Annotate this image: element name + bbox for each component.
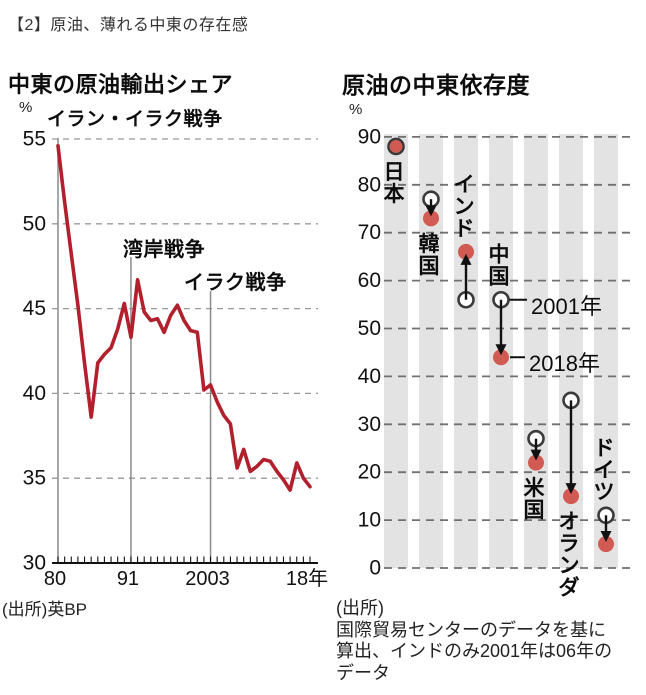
y-tick-label-35: 35 bbox=[23, 467, 46, 490]
right-chart-unit-label: % bbox=[349, 101, 363, 118]
column-band-2 bbox=[454, 134, 478, 568]
right-chart-source: (出所) 国際貿易センターのデータを基に 算出、インドのみ2001年は06年の … bbox=[336, 598, 612, 684]
y-tick-label-10: 10 bbox=[358, 509, 381, 532]
country-label-ドイツ-char1: イ bbox=[594, 459, 615, 482]
figure-title: 【2】原油、薄れる中東の存在感 bbox=[8, 17, 249, 34]
country-label-インド-char1: ン bbox=[454, 195, 475, 218]
x-tick-label-2003: 2003 bbox=[185, 568, 230, 590]
marker-2018-ドイツ bbox=[598, 536, 614, 553]
right-chart-title: 原油の中東依存度 bbox=[342, 72, 530, 98]
y-tick-label-50: 50 bbox=[358, 317, 381, 340]
country-label-韓国-char0: 韓 bbox=[419, 232, 440, 256]
marker-2018-中国 bbox=[493, 349, 509, 366]
marker-2018-日本 bbox=[389, 140, 403, 153]
y-tick-label-40: 40 bbox=[358, 365, 381, 388]
right-source-line-3: 算出、インドのみ2001年は06年の bbox=[336, 641, 613, 661]
annotation-iraq-war: イラク戦争 bbox=[184, 272, 287, 294]
y-tick-label-55: 55 bbox=[23, 128, 46, 151]
column-band-6 bbox=[594, 134, 618, 568]
marker-2018-オランダ bbox=[563, 488, 579, 505]
arrow-head-米国 bbox=[530, 449, 542, 461]
right-source-line-4: データ bbox=[336, 662, 390, 683]
arrow-head-オランダ bbox=[565, 483, 577, 495]
annotation-iran-iraq-war: イラン・イラク戦争 bbox=[47, 109, 223, 130]
marker-2018-インド bbox=[458, 243, 474, 260]
country-label-日本-char0: 日 bbox=[384, 161, 405, 184]
right-source-line-1: (出所) bbox=[336, 598, 384, 618]
annotation-gulf-war: 湾岸戦争 bbox=[123, 239, 205, 261]
y-tick-label-90: 90 bbox=[358, 125, 381, 148]
arrow-head-インド bbox=[460, 253, 472, 265]
country-label-米国-char0: 米 bbox=[524, 477, 546, 500]
country-label-日本-char1: 本 bbox=[384, 183, 405, 206]
y-tick-label-60: 60 bbox=[358, 269, 381, 292]
y-tick-label-30: 30 bbox=[23, 552, 46, 575]
x-tick-label-1991: 91 bbox=[117, 568, 139, 590]
y-tick-label-80: 80 bbox=[358, 173, 381, 196]
column-band-0 bbox=[384, 134, 408, 568]
column-band-4 bbox=[524, 134, 548, 568]
y-tick-label-0: 0 bbox=[369, 557, 381, 580]
country-label-中国-char0: 中 bbox=[489, 243, 510, 266]
legend-2018-label: 2018年 bbox=[529, 351, 600, 376]
marker-2018-米国 bbox=[528, 454, 544, 471]
country-label-米国-char1: 国 bbox=[524, 499, 545, 522]
left-chart-unit-label: % bbox=[19, 99, 33, 116]
country-label-オランダ-char3: ダ bbox=[559, 576, 580, 600]
right-source-line-2: 国際貿易センターのデータを基に bbox=[336, 619, 606, 640]
arrow-head-韓国 bbox=[425, 205, 437, 217]
marker-2018-韓国 bbox=[423, 210, 439, 227]
export-share-line bbox=[56, 144, 312, 492]
legend-2001-label: 2001年 bbox=[531, 294, 602, 319]
country-label-ドイツ-char2: ツ bbox=[594, 481, 615, 504]
country-label-ドイツ-char0: ド bbox=[594, 437, 615, 460]
country-label-インド-char0: イ bbox=[454, 173, 475, 196]
x-tick-label-2018: 18年 bbox=[286, 567, 328, 590]
y-tick-label-30: 30 bbox=[358, 413, 381, 436]
y-tick-label-45: 45 bbox=[23, 297, 46, 320]
country-label-オランダ-char0: オ bbox=[559, 511, 580, 534]
country-label-中国-char1: 国 bbox=[489, 265, 510, 288]
y-tick-label-70: 70 bbox=[358, 221, 381, 244]
arrow-head-中国 bbox=[495, 344, 507, 356]
country-label-インド-char2: ド bbox=[454, 217, 475, 240]
y-tick-label-40: 40 bbox=[23, 382, 46, 405]
left-chart-source: (出所)英BP bbox=[2, 600, 87, 619]
country-label-オランダ-char2: ン bbox=[559, 555, 580, 578]
country-label-オランダ-char1: ラ bbox=[559, 533, 580, 556]
y-tick-label-50: 50 bbox=[23, 212, 46, 235]
y-tick-label-20: 20 bbox=[358, 461, 381, 484]
arrow-head-ドイツ bbox=[600, 531, 612, 543]
country-label-韓国-char1: 国 bbox=[419, 255, 440, 278]
x-tick-label-1980: 80 bbox=[44, 568, 66, 590]
left-chart-title: 中東の原油輸出シェア bbox=[8, 72, 234, 97]
